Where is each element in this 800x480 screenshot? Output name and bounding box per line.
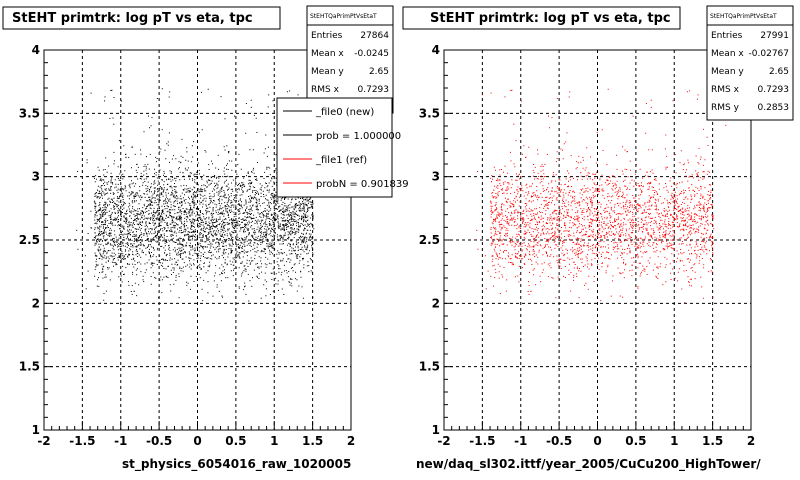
legend-entry-3: probN = 0.901839 [316, 179, 409, 190]
x-tick-label-8: 2 [747, 434, 755, 448]
left-stats-box: StEHTQaPrimPtVsEtaT Entries 27864 Mean x -0… [306, 5, 394, 114]
legend-entry-2: _file1 (ref) [315, 155, 367, 166]
x-tick-label-3: -0.5 [146, 434, 172, 448]
x-tick-label-4: 0 [593, 434, 601, 448]
stats-label-0: Entries [311, 31, 343, 41]
right-plot-panel: -2 -1.5 -1 -0.5 0 0.5 1 1.5 2 1 1.5 2 2.5 3 3.5 4 StEHT… [402, 5, 794, 472]
stats-label-1: Mean x [311, 49, 344, 59]
x-tick-label-6: 1 [670, 434, 678, 448]
-file1-ref--points [475, 88, 727, 304]
left-title-box [2, 6, 281, 30]
left-plot-title: StEHT primtrk: log pT vs eta, tpc [12, 11, 253, 26]
stats-label-3: RMS x [311, 85, 340, 95]
stats-value-1: -0.02767 [749, 49, 789, 59]
x-tick-label-0: -2 [37, 434, 50, 448]
y-tick-label-3: 2.5 [19, 233, 40, 247]
right-plot-axes: -2 -1.5 -1 -0.5 0 0.5 1 1.5 2 1 1.5 2 2.5 3 3.5 4 [419, 43, 755, 448]
y-tick-label-5: 3.5 [19, 106, 40, 120]
x-tick-label-5: 0.5 [225, 434, 246, 448]
y-tick-label-6: 4 [32, 43, 40, 57]
stats-value-2: 2.65 [769, 67, 789, 77]
left-stats-frame [306, 5, 394, 114]
x-tick-label-7: 1.5 [702, 434, 723, 448]
left-plot-panel: -2 -1.5 -1 -0.5 0 0.5 1 1.5 2 1 1.5 2 2.5 3 3.5 4 StEHT… [2, 5, 409, 472]
x-tick-label-2: -1 [114, 434, 127, 448]
y-tick-label-0: 1 [32, 423, 40, 437]
y-tick-label-0: 1 [432, 423, 440, 437]
stats-value-2: 2.65 [369, 67, 389, 77]
legend-entry-1: prob = 1.000000 [316, 131, 401, 142]
stats-value-4: 0.2853 [758, 103, 790, 113]
y-tick-label-5: 3.5 [419, 106, 440, 120]
right-plot-frame [443, 49, 752, 431]
left-x-axis-label: st_physics_6054016_raw_1020005 [122, 457, 351, 472]
right-plot-title: StEHT primtrk: log pT vs eta, tpc [430, 11, 671, 26]
x-tick-label-4: 0 [193, 434, 201, 448]
y-tick-label-2: 2 [32, 296, 40, 310]
x-tick-label-5: 0.5 [625, 434, 646, 448]
right-x-axis-label: new/daq_sl302.ittf/year_2005/CuCu200_Hig… [416, 457, 761, 472]
x-tick-label-2: -1 [514, 434, 527, 448]
stats-value-1: -0.0245 [354, 49, 389, 59]
y-tick-label-2: 2 [432, 296, 440, 310]
left-plot-points [75, 88, 327, 304]
y-tick-label-4: 3 [432, 170, 440, 184]
right-plot-points [475, 88, 727, 304]
stats-label-2: Mean y [711, 67, 744, 77]
x-tick-label-3: -0.5 [546, 434, 572, 448]
y-tick-label-4: 3 [32, 170, 40, 184]
y-tick-label-1: 1.5 [419, 360, 440, 374]
stats-label-0: Entries [711, 31, 743, 41]
y-tick-label-3: 2.5 [419, 233, 440, 247]
right-stats-header: StEHTQaPrimPtVsEtaT [710, 13, 777, 20]
left-plot-axes: -2 -1.5 -1 -0.5 0 0.5 1 1.5 2 1 1.5 2 2.5 3 3.5 4 [19, 43, 355, 448]
stats-label-3: RMS x [711, 85, 740, 95]
stats-label-2: Mean y [311, 67, 344, 77]
x-tick-label-8: 2 [347, 434, 355, 448]
legend-entry-0: _file0 (new) [315, 107, 374, 118]
stats-label-1: Mean x [711, 49, 744, 59]
x-tick-label-1: -1.5 [469, 434, 495, 448]
stats-value-0: 27991 [760, 31, 789, 41]
stats-label-4: RMS y [711, 103, 740, 113]
right-stats-box: StEHTQaPrimPtVsEtaT Entries 27991 Mean x -0… [706, 5, 794, 121]
x-tick-label-1: -1.5 [69, 434, 95, 448]
stats-value-3: 0.7293 [358, 85, 390, 95]
stats-value-0: 27864 [360, 31, 389, 41]
y-tick-label-6: 4 [432, 43, 440, 57]
left-stats-header: StEHTQaPrimPtVsEtaT [310, 13, 377, 20]
left-legend-frame [276, 97, 393, 198]
left-legend: _file0 (new) prob = 1.000000 _file1 (ref) p… [276, 97, 409, 198]
stats-value-3: 0.7293 [758, 85, 790, 95]
right-title-box [402, 6, 681, 30]
x-tick-label-0: -2 [437, 434, 450, 448]
y-tick-label-1: 1.5 [19, 360, 40, 374]
-file0-new--points [75, 88, 327, 304]
x-tick-label-6: 1 [270, 434, 278, 448]
x-tick-label-7: 1.5 [302, 434, 323, 448]
